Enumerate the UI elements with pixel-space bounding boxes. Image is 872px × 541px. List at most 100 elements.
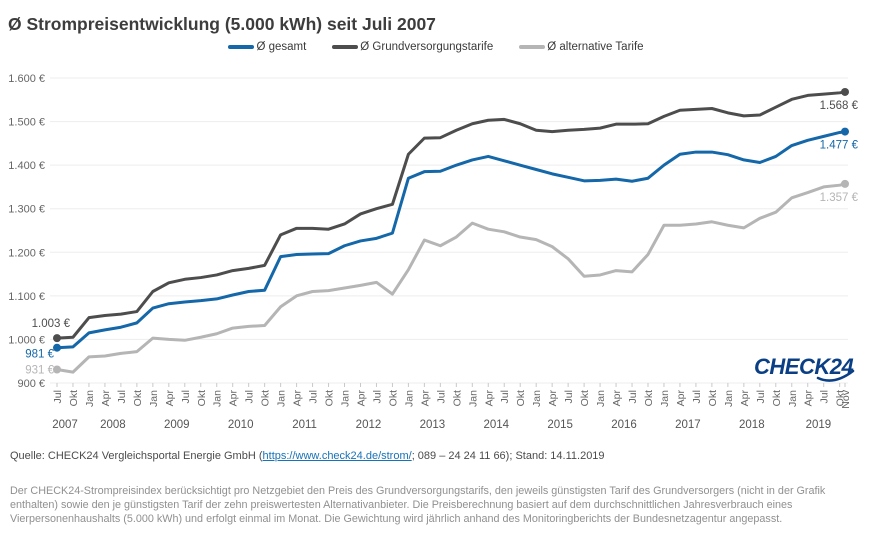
year-label: 2014 (483, 419, 509, 431)
series-end-value-label: 1.477 € (820, 140, 859, 152)
x-axis-tick-label: Okt (835, 390, 847, 406)
price-chart-svg: 900 € 1.000 € 1.100 € 1.200 € 1.300 € 1.400 €… (8, 73, 859, 431)
year-label: 2010 (228, 419, 254, 431)
source-link[interactable]: https://www.check24.de/strom/ (262, 450, 412, 462)
y-axis-tick-label: 1.600 € (8, 73, 45, 85)
x-axis-tick-label: Jan (787, 390, 799, 407)
x-axis-tick-label: Jan (659, 390, 671, 407)
series-end-dot (841, 87, 849, 96)
x-axis-tick-label: Jan (595, 390, 607, 407)
series-start-dot (53, 334, 61, 343)
x-axis-tick-label: Jul (244, 390, 256, 403)
year-label: 2009 (164, 419, 190, 431)
x-axis-tick-label: Jul (499, 390, 511, 403)
series-start-value-label: 1.003 € (32, 318, 71, 330)
legend-item-alternative-tarife: Ø alternative Tarife (519, 41, 644, 53)
x-axis-tick-label: Jan (212, 390, 224, 407)
legend-line-swatch-grundversorgungstarife (332, 45, 359, 49)
x-axis-tick-label: Jul (180, 390, 192, 403)
y-axis-tick-label: 1.000 € (8, 334, 45, 346)
y-axis-tick-label: 1.100 € (8, 291, 45, 303)
legend-line-swatch-gesamt (228, 45, 255, 49)
x-axis-tick-label: Apr (100, 390, 112, 407)
series-line (55, 90, 847, 340)
check24-logo-text: CHECK24 (754, 354, 853, 379)
x-axis-tick-label: Apr (355, 390, 367, 407)
footnote-text: Der CHECK24-Strompreisindex berücksichti… (10, 485, 826, 526)
x-axis-tick-label: Jan (148, 390, 160, 407)
x-axis-tick-label: Okt (68, 390, 80, 406)
x-axis-tick-label: Okt (324, 390, 336, 406)
chart-legend: Ø gesamt Ø Grundversorgungstarife Ø alte… (0, 41, 872, 53)
year-labels: 2007 2008 2009 2010 2011 2012 2013 2014 2015 2016… (52, 419, 831, 431)
x-axis-tick-label: Jul (755, 390, 767, 403)
series-start-dot (53, 365, 61, 374)
legend-item-grundversorgungstarife: Ø Grundversorgungstarife (332, 41, 493, 53)
series-end-dot (841, 179, 849, 188)
source-prefix: Quelle: CHECK24 Vergleichsportal Energie… (10, 450, 263, 462)
legend-label-grundversorgungstarife: Ø Grundversorgungstarife (360, 41, 494, 53)
legend-item-gesamt: Ø gesamt (228, 41, 306, 53)
x-axis-tick-label: Okt (132, 390, 144, 406)
year-label: 2015 (547, 419, 573, 431)
x-axis-tick-label: Jul (563, 390, 575, 403)
series-end-value-label: 1.357 € (820, 192, 859, 204)
x-axis-tick-label: Jul (308, 390, 320, 403)
x-axis-tick-label: Jan (723, 390, 735, 407)
x-axis-tick-label: Apr (164, 390, 176, 407)
x-axis: Jul Okt Jan Apr Jul Okt Jan Apr Jul Okt Jan Apr Jul O… (52, 383, 852, 409)
x-axis-tick-label: Okt (579, 390, 591, 406)
x-axis-tick-label: Jan (340, 390, 352, 407)
x-axis-tick-label: Jan (467, 390, 479, 407)
series-grundversorgungstarife: 1.003 € 1.568 € (32, 87, 859, 343)
x-axis-tick-label: Okt (196, 390, 208, 406)
check24-logo-graphic: CHECK24 (754, 354, 855, 382)
x-axis-tick-label: Jul (627, 390, 639, 403)
check24-logo-swoosh (816, 369, 855, 382)
series-line (55, 182, 847, 374)
x-axis-tick-label: Jul (371, 390, 383, 403)
year-label: 2012 (356, 419, 382, 431)
series-end-dot (841, 127, 849, 136)
x-axis-tick-label: Okt (771, 390, 783, 406)
x-axis-tick-label: Apr (675, 390, 687, 407)
x-axis-tick-label: Jan (84, 390, 96, 407)
legend-label-gesamt: Ø gesamt (256, 41, 307, 53)
y-axis-tick-label: 900 € (17, 378, 45, 390)
check24-logo: CHECK24 (752, 350, 862, 386)
year-label: 2007 (52, 419, 78, 431)
series-start-dot (53, 343, 61, 352)
x-axis-tick-label: Jul (691, 390, 703, 403)
x-axis-tick-label: Apr (803, 390, 815, 407)
x-axis-tick-label: Apr (292, 390, 304, 407)
year-label: 2008 (100, 419, 126, 431)
x-axis-tick-label: Jul (819, 390, 831, 403)
x-axis-tick-label: Apr (483, 390, 495, 407)
x-axis-tick-label: Apr (739, 390, 751, 407)
x-axis-tick-label: Okt (387, 390, 399, 406)
x-axis-tick-label: Nov (840, 389, 852, 408)
x-axis-tick-label: Apr (228, 390, 240, 407)
x-axis-tick-label: Jan (276, 390, 288, 407)
x-axis-tick-label: Apr (419, 390, 431, 407)
year-label: 2018 (739, 419, 765, 431)
x-axis-tick-label: Jul (52, 390, 64, 403)
x-axis-tick-label: Okt (707, 390, 719, 406)
series-start-value-label: 981 € (25, 349, 54, 361)
legend-line-swatch-alternative-tarife (519, 45, 546, 49)
series-line (55, 130, 847, 350)
x-axis-tick-label: Apr (611, 390, 623, 407)
series-gesamt: 981 € 1.477 € (25, 127, 859, 361)
x-axis-tick-label: Jan (531, 390, 543, 407)
x-axis-tick-label: Okt (451, 390, 463, 406)
series-alternative-tarife: 931 € 1.357 € (25, 179, 859, 376)
price-chart: 900 € 1.000 € 1.100 € 1.200 € 1.300 € 1.400 €… (0, 60, 872, 445)
year-label: 2013 (420, 419, 446, 431)
x-axis-tick-label: Apr (547, 390, 559, 407)
source-line: Quelle: CHECK24 Vergleichsportal Energie… (10, 450, 605, 462)
page-title: Ø Strompreisentwicklung (5.000 kWh) seit… (8, 13, 436, 34)
y-axis-tick-label: 1.500 € (8, 117, 45, 129)
series-end-value-label: 1.568 € (820, 100, 859, 112)
legend-label-alternative-tarife: Ø alternative Tarife (547, 41, 644, 53)
x-axis-tick-label: Jul (435, 390, 447, 403)
